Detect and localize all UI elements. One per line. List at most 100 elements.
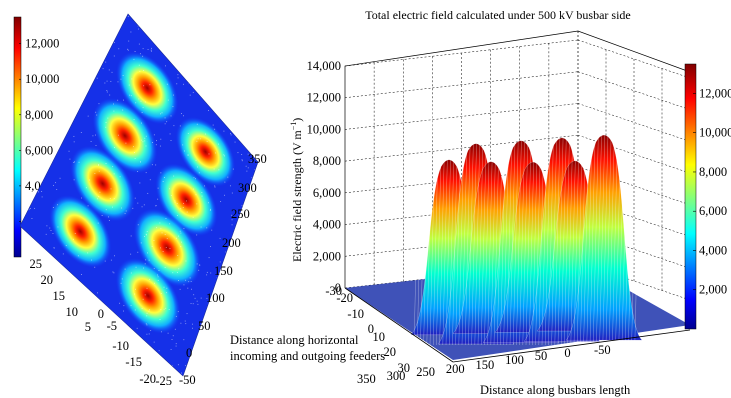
heatmap-stipple-dot [231, 214, 233, 216]
heatmap-stipple-dot [53, 247, 55, 249]
heatmap-stipple-dot [56, 189, 58, 191]
heatmap-stipple-dot [110, 259, 112, 261]
heatmap-stipple-dot [182, 144, 184, 146]
heatmap-stipple-dot [74, 161, 76, 163]
heatmap-stipple-dot [108, 69, 110, 71]
heatmap-stipple-dot [232, 168, 234, 170]
heatmap-stipple-dot [171, 365, 173, 367]
heatmap-stipple-dot [73, 162, 75, 164]
heatmap-stipple-dot [73, 135, 75, 137]
surface-hatch-line [522, 99, 529, 346]
heatmap-stipple-dot [146, 312, 148, 314]
heatmap-stipple-dot [137, 202, 139, 204]
heatmap-stipple-dot [138, 28, 139, 30]
heatmap-stipple-dot [196, 263, 198, 265]
heatmap-stipple-dot [155, 164, 157, 166]
heatmap-stipple-dot [192, 327, 193, 329]
heatmap-stipple-dot [139, 182, 141, 184]
heatmap-stipple-dot [105, 209, 107, 211]
heatmap-stipple-dot [254, 169, 256, 171]
heatmap-stipple-dot [45, 233, 47, 235]
surface-hatch [413, 99, 641, 346]
heatmap-stipple-dot [153, 134, 155, 136]
heatmap-stipple-dot [223, 154, 225, 156]
heatmap-stipple-dot [208, 153, 210, 155]
heatmap-stipple-dot [110, 188, 112, 190]
heatmap-stipple-dot [130, 235, 132, 237]
heatmap-stipple-dot [130, 272, 132, 274]
surface-x-tick-label: 100 [505, 353, 524, 367]
surface-hatch-line [426, 99, 433, 346]
heatmap-stipple-dot [207, 202, 209, 204]
surface-x-tick-label: -50 [594, 343, 611, 357]
heatmap-stipple-dot [200, 297, 202, 299]
heatmap-stipple-dot [94, 266, 96, 268]
heatmap-stipple-dot [168, 188, 170, 190]
heatmap-stipple-dot [180, 322, 182, 324]
heatmap-stipple-dot [129, 94, 131, 96]
heatmap-stipple-dot [130, 31, 132, 33]
surface-grid-line [344, 134, 579, 162]
surface-hatch-line [433, 99, 440, 346]
heatmap-stipple-dot [143, 236, 145, 238]
heatmap-stipple-dot [87, 252, 89, 254]
right-colorbar-tick-label: 4,000 [699, 243, 727, 257]
heatmap-stipple-dot [224, 194, 226, 196]
surface-hatch-line [493, 99, 501, 346]
heatmap-stipple-dot [138, 98, 140, 100]
heatmap-stipple-dot [127, 49, 129, 51]
heatmap-stipple-dot [65, 245, 67, 246]
heatmap-stipple-dot [200, 138, 202, 140]
heatmap-stipple-dot [185, 323, 187, 325]
heatmap-frame [19, 13, 259, 377]
heatmap-y-tick-labels: -50 0 50 100 150 200 250 300 350 [179, 152, 267, 387]
heatmap-stipple-dot [198, 269, 200, 271]
heatmap-stipple-dot [124, 268, 126, 270]
right-colorbar-ticks: 2,000 4,000 6,000 8,000 10,000 12,000 [693, 86, 731, 297]
heatmap-stipple-dot [171, 339, 173, 340]
heatmap-stipple-dot [113, 110, 115, 112]
heatmap-stipple-dot [176, 203, 178, 205]
heatmap-stipple-dot [113, 103, 114, 105]
heatmap-stipple-dot [211, 229, 213, 231]
heatmap-stipple-dot [187, 132, 189, 134]
heatmap-stipple-dot [242, 190, 244, 192]
heatmap-stipple-dot [130, 304, 132, 306]
heatmap-stipple-dot [241, 160, 243, 162]
surface-hatch-line [538, 99, 545, 346]
heatmap-x-tick-label: -20 [139, 372, 156, 386]
heatmap-stipple-dot [177, 311, 179, 313]
heatmap-stipple-dot [175, 343, 177, 345]
heatmap-x-tick-label: -15 [125, 355, 142, 369]
heatmap-stipple-dot [196, 300, 198, 302]
right-colorbar-tick-label: 12,000 [699, 86, 731, 100]
heatmap-x-tick-label: 25 [30, 257, 43, 271]
heatmap-stipple-dot [164, 117, 166, 119]
heatmap-stipple-dot [146, 231, 148, 233]
heatmap-stipple-dot [145, 234, 147, 236]
heatmap-stipple-dot [149, 309, 151, 311]
heatmap-stipple-dot [166, 292, 168, 294]
heatmap-stipple-dot [189, 94, 191, 96]
surface-hatch-line [545, 99, 552, 346]
heatmap-stipple-dot [153, 341, 155, 343]
heatmap-stipple-dot [169, 248, 171, 249]
heatmap-stipple-dot [135, 102, 137, 104]
heatmap-stipple-dot [174, 328, 176, 330]
heatmap-stipple-dot [177, 74, 179, 76]
heatmap-stipple-dot [251, 177, 253, 179]
heatmap-stipple-dot [165, 65, 166, 67]
heatmap-stipple-dot [189, 277, 191, 279]
heatmap-y-tick-label: 50 [198, 319, 211, 333]
heatmap-stipple-dot [150, 49, 152, 51]
heatmap-stipple-dot [158, 350, 160, 352]
surface-hatch-line [519, 99, 526, 346]
heatmap-stipple-dot [98, 164, 99, 166]
surface-hatch-line [513, 99, 520, 346]
heatmap-stipple-dot [133, 119, 135, 120]
heatmap-stipple-dot [179, 230, 181, 232]
surface-hatch-line [442, 99, 449, 346]
heatmap-x-tick-label: 0 [98, 307, 104, 321]
surface-hatch-line [497, 99, 504, 346]
heatmap-y-tick-label: 300 [238, 181, 257, 195]
